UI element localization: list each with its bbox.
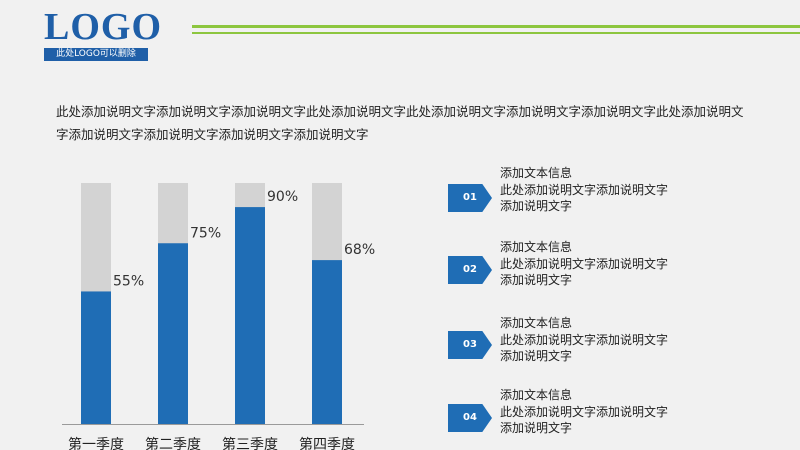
info-item-title: 添加文本信息 xyxy=(500,316,573,330)
info-item-3: 03 添加文本信息 此处添加说明文字添加说明文字添加说明文字 xyxy=(448,314,778,372)
info-item-title: 添加文本信息 xyxy=(500,240,573,254)
logo-text: LOGO xyxy=(44,6,163,48)
bar xyxy=(81,291,111,424)
bar-value-label: 55% xyxy=(113,273,144,289)
x-tick-label: 第二季度 xyxy=(145,436,201,450)
x-tick-label: 第四季度 xyxy=(299,436,355,450)
header-divider-line xyxy=(192,25,800,28)
info-item-description: 此处添加说明文字添加说明文字添加说明文字 xyxy=(500,257,669,287)
info-item-title: 添加文本信息 xyxy=(500,166,573,180)
info-item-title: 添加文本信息 xyxy=(500,388,573,402)
number-badge: 01 xyxy=(448,184,492,212)
header-divider-line-secondary xyxy=(192,32,800,34)
number-badge: 03 xyxy=(448,331,492,359)
info-item-description: 此处添加说明文字添加说明文字添加说明文字 xyxy=(500,405,669,435)
x-tick-label: 第三季度 xyxy=(222,436,278,450)
intro-paragraph: 此处添加说明文字添加说明文字添加说明文字此处添加说明文字此处添加说明文字添加说明… xyxy=(56,104,744,142)
number-badge: 04 xyxy=(448,404,492,432)
bar xyxy=(158,243,188,424)
bar-value-label: 75% xyxy=(190,225,221,241)
bar xyxy=(235,207,265,424)
x-tick-label: 第一季度 xyxy=(68,436,124,450)
info-item-4: 04 添加文本信息 此处添加说明文字添加说明文字添加说明文字 xyxy=(448,386,778,444)
bar-value-label: 90% xyxy=(267,189,298,205)
info-item-2: 02 添加文本信息 此处添加说明文字添加说明文字添加说明文字 xyxy=(448,238,778,296)
logo: LOGO 此处LOGO可以删除 xyxy=(44,6,163,61)
info-item-1: 01 添加文本信息 此处添加说明文字添加说明文字添加说明文字 xyxy=(448,164,778,222)
number-badge: 02 xyxy=(448,256,492,284)
info-item-description: 此处添加说明文字添加说明文字添加说明文字 xyxy=(500,183,669,213)
info-item-description: 此处添加说明文字添加说明文字添加说明文字 xyxy=(500,333,669,363)
bar-value-label: 68% xyxy=(344,242,375,258)
bar xyxy=(312,260,342,424)
logo-subtitle: 此处LOGO可以删除 xyxy=(44,48,148,61)
